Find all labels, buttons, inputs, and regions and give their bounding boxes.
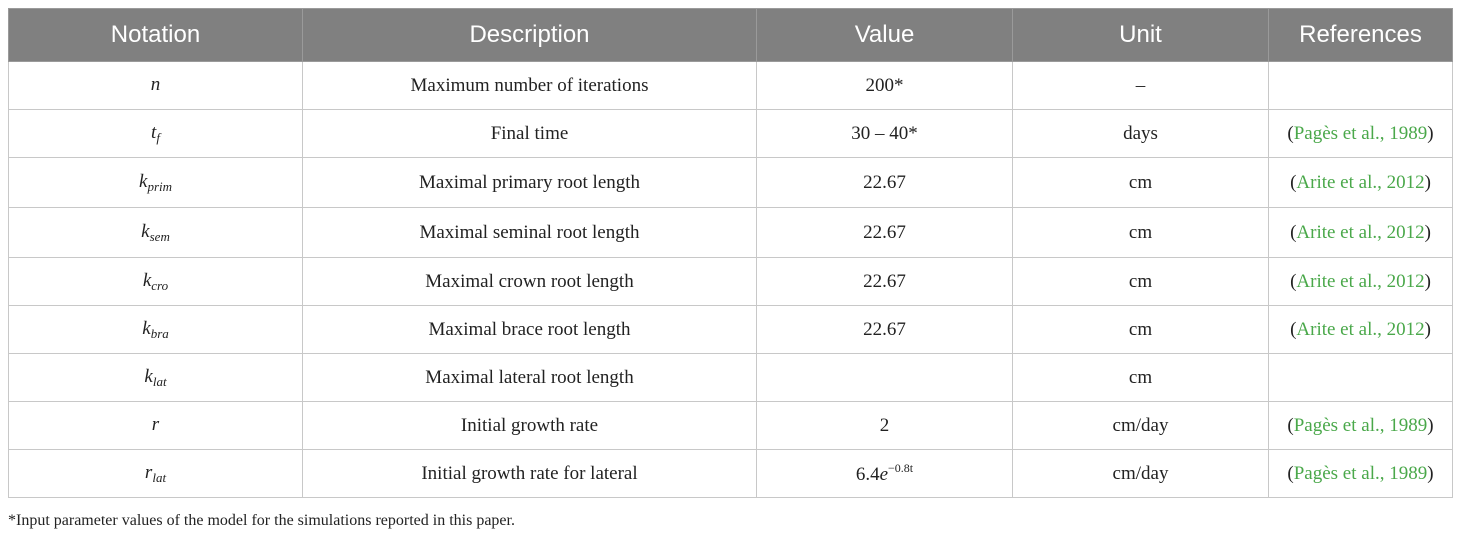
notation-cell: kprim [8, 157, 303, 208]
description-cell: Initial growth rate [302, 401, 757, 450]
value-cell: 22.67 [756, 157, 1013, 208]
unit-cell: cm/day [1012, 401, 1269, 450]
reference-link[interactable]: Pagès et al., 1989 [1293, 414, 1428, 436]
table-row: ksem Maximal seminal root length 22.67 c… [8, 207, 1453, 258]
value-cell [756, 353, 1013, 402]
description-cell: Final time [302, 109, 757, 158]
description-cell: Maximal brace root length [302, 305, 757, 354]
notation-cell: ksem [8, 207, 303, 258]
reference-cell: (Arite et al., 2012) [1268, 257, 1453, 306]
header-unit: Unit [1012, 8, 1269, 62]
reference-cell [1268, 353, 1453, 402]
description-cell: Maximum number of iterations [302, 61, 757, 110]
notation-cell: tf [8, 109, 303, 158]
value-cell: 22.67 [756, 207, 1013, 258]
header-row: Notation Description Value Unit Referenc… [8, 8, 1453, 62]
table-row: rlat Initial growth rate for lateral 6.4… [8, 449, 1453, 498]
parameter-table: Notation Description Value Unit Referenc… [8, 8, 1453, 498]
notation-cell: kcro [8, 257, 303, 306]
reference-cell: (Pagès et al., 1989) [1268, 449, 1453, 498]
header-notation: Notation [8, 8, 303, 62]
unit-cell: – [1012, 61, 1269, 110]
table-row: kcro Maximal crown root length 22.67 cm … [8, 257, 1453, 306]
table-row: r Initial growth rate 2 cm/day (Pagès et… [8, 401, 1453, 450]
reference-cell: (Pagès et al., 1989) [1268, 109, 1453, 158]
reference-cell [1268, 61, 1453, 110]
header-references: References [1268, 8, 1453, 62]
header-description: Description [302, 8, 757, 62]
reference-link[interactable]: Pagès et al., 1989 [1293, 462, 1428, 484]
notation-cell: klat [8, 353, 303, 402]
description-cell: Maximal primary root length [302, 157, 757, 208]
reference-cell: (Arite et al., 2012) [1268, 207, 1453, 258]
value-cell: 22.67 [756, 257, 1013, 306]
reference-link[interactable]: Arite et al., 2012 [1296, 270, 1425, 292]
table-row: klat Maximal lateral root length cm [8, 353, 1453, 402]
notation-cell: rlat [8, 449, 303, 498]
table-footnote: *Input parameter values of the model for… [8, 512, 515, 529]
table-row: n Maximum number of iterations 200* – [8, 61, 1453, 110]
unit-cell: cm [1012, 207, 1269, 258]
unit-cell: cm/day [1012, 449, 1269, 498]
table-row: kprim Maximal primary root length 22.67 … [8, 157, 1453, 208]
value-cell: 22.67 [756, 305, 1013, 354]
unit-cell: days [1012, 109, 1269, 158]
table-row: kbra Maximal brace root length 22.67 cm … [8, 305, 1453, 354]
notation-cell: n [8, 61, 303, 110]
table-row: tf Final time 30 – 40* days (Pagès et al… [8, 109, 1453, 158]
unit-cell: cm [1012, 257, 1269, 306]
reference-cell: (Pagès et al., 1989) [1268, 401, 1453, 450]
header-value: Value [756, 8, 1013, 62]
description-cell: Maximal crown root length [302, 257, 757, 306]
reference-cell: (Arite et al., 2012) [1268, 157, 1453, 208]
reference-link[interactable]: Arite et al., 2012 [1296, 318, 1425, 340]
reference-cell: (Arite et al., 2012) [1268, 305, 1453, 354]
description-cell: Initial growth rate for lateral [302, 449, 757, 498]
unit-cell: cm [1012, 305, 1269, 354]
value-cell: 2 [756, 401, 1013, 450]
unit-cell: cm [1012, 353, 1269, 402]
reference-link[interactable]: Arite et al., 2012 [1296, 171, 1425, 193]
value-cell: 200* [756, 61, 1013, 110]
notation-cell: kbra [8, 305, 303, 354]
value-cell: 30 – 40* [756, 109, 1013, 158]
description-cell: Maximal seminal root length [302, 207, 757, 258]
value-cell: 6.4e−0.8t [756, 449, 1013, 498]
unit-cell: cm [1012, 157, 1269, 208]
reference-link[interactable]: Pagès et al., 1989 [1293, 122, 1428, 144]
notation-cell: r [8, 401, 303, 450]
description-cell: Maximal lateral root length [302, 353, 757, 402]
reference-link[interactable]: Arite et al., 2012 [1296, 221, 1425, 243]
